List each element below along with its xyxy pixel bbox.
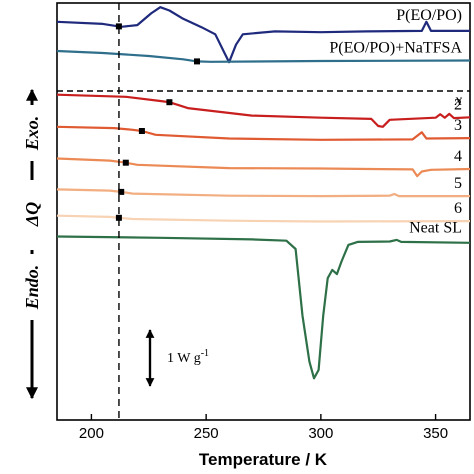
series-label-p-eo-po-natfsa: P(EO/PO)+NaTFSA <box>329 40 462 57</box>
y-label-endo: Endo. <box>22 265 42 311</box>
tg-marker-4 <box>122 159 129 166</box>
svg-text:1 W g-1: 1 W g-1 <box>167 348 209 366</box>
plot-frame <box>56 2 471 421</box>
series-label-layer: P(EO/PO) P(EO/PO)+NaTFSA 2 3 4 5 6 Neat SL <box>329 7 462 237</box>
series-label-3: 3 <box>454 117 462 134</box>
y-axis-annotation: Exo. ΔQ Endo. <box>18 88 46 400</box>
tg-marker-layer <box>115 23 200 221</box>
series-label-6: 6 <box>454 200 462 217</box>
series-line-p-eo-po <box>56 6 470 64</box>
tg-marker-2 <box>166 99 173 106</box>
series-label-p-eo-po: P(EO/PO) <box>396 7 462 24</box>
x-tick-label-200: 200 <box>79 425 104 442</box>
x-tick-label-300: 300 <box>308 425 333 442</box>
tg-marker-3 <box>138 128 145 134</box>
series-line-6 <box>56 214 471 223</box>
x-series-header: x <box>454 92 462 109</box>
series-label-neat-sl: Neat SL <box>409 220 462 237</box>
scale-bar-label: 1 W g <box>167 351 201 366</box>
series-label-4: 4 <box>454 148 462 165</box>
tg-marker-5 <box>118 188 125 195</box>
tg-marker-p-eo-po-natfsa <box>194 58 200 65</box>
tg-marker-6 <box>115 214 122 221</box>
scale-bar: 1 W g-1 <box>145 329 209 387</box>
y-label-exo: Exo. <box>22 116 42 152</box>
x-axis-label: Temperature / K <box>199 450 328 469</box>
series-line-neat-sl <box>56 235 471 380</box>
scale-bar-exponent: -1 <box>201 348 209 359</box>
series-label-2: 2 <box>454 96 462 113</box>
series-line-p-eo-po-natfsa <box>56 49 471 63</box>
series-line-5 <box>56 188 470 198</box>
tg-marker-p-eo-po <box>115 23 122 30</box>
series-line-2 <box>56 93 471 128</box>
series-label-5: 5 <box>454 175 462 192</box>
x-tick-label-250: 250 <box>194 425 219 442</box>
x-tick-label-350: 350 <box>423 425 448 442</box>
y-label-delta-q: ΔQ <box>22 202 42 227</box>
series-line-3 <box>56 125 471 141</box>
x-tick-layer: 200 250 300 350 <box>79 414 448 442</box>
